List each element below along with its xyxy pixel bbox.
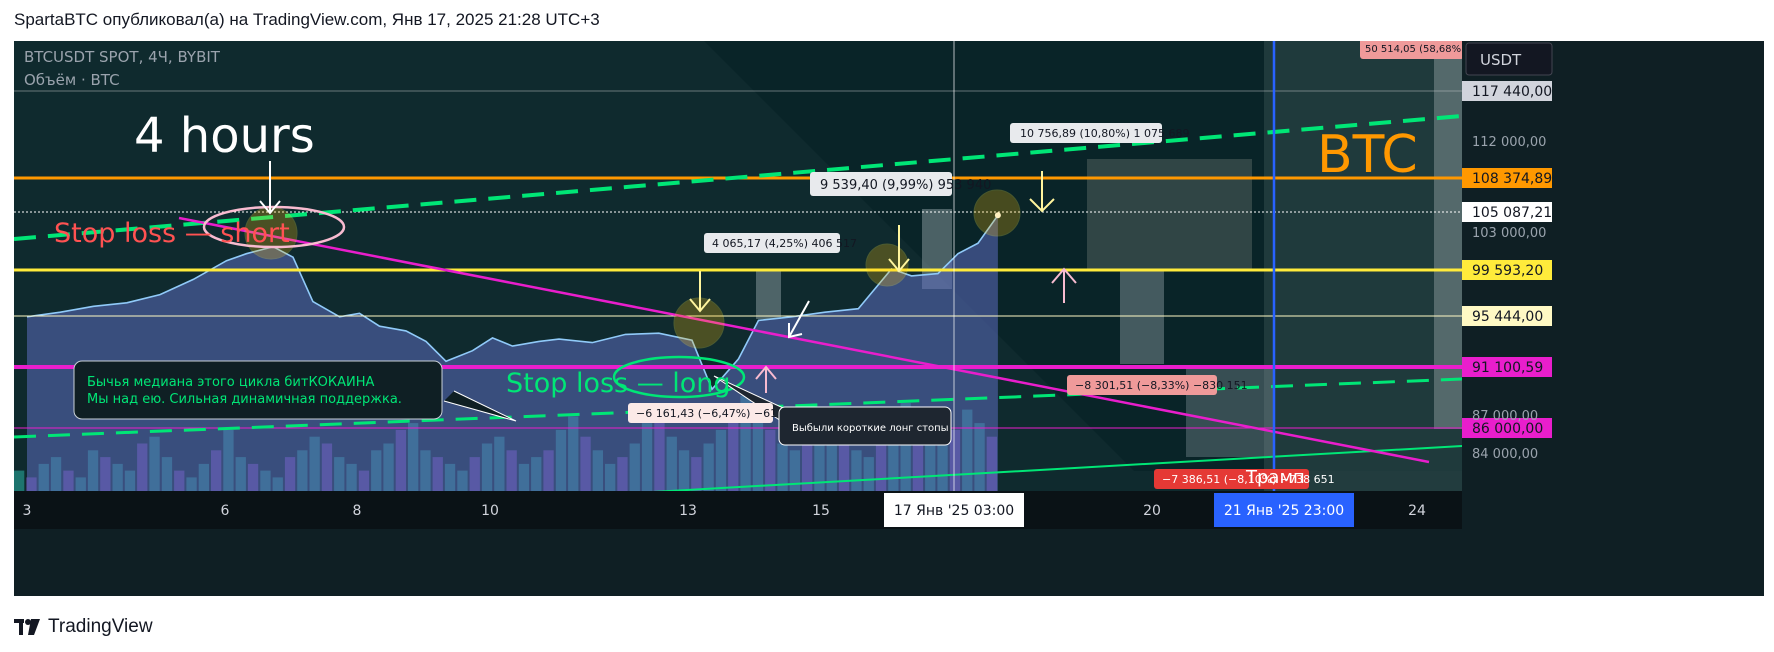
x-tick-highlight: [884, 493, 1024, 527]
price-chart[interactable]: 10 756,89 (10,80%) 1 075 689 9 539,40 (9…: [14, 41, 1764, 596]
measure-box-a: [1087, 159, 1252, 269]
svg-text:95 444,00: 95 444,00: [1472, 309, 1543, 325]
stop-loss-short-label: Stop loss — short: [54, 218, 290, 249]
price-label: 86 000,00: [1462, 418, 1552, 438]
btc-label: BTC: [1317, 125, 1418, 185]
svg-text:10 756,89 (10,80%) 1 075 689: 10 756,89 (10,80%) 1 075 689: [1020, 127, 1190, 140]
symbol-line[interactable]: BTCUSDT SPOT, 4Ч, BYBIT: [24, 48, 221, 66]
median-callout: Бычья медиана этого цикла битКОКАИНА Мы …: [73, 360, 443, 420]
x-axis-ticks: 3 6 8 10 13 15 17 Янв '25 03:00 20 21 Янв '25 23…: [23, 493, 1426, 527]
price-label: 99 593,20: [1462, 260, 1552, 280]
arrow-down-13-jan: [689, 271, 711, 313]
svg-text:USDT: USDT: [1480, 51, 1522, 69]
volume-line: Объём · BTC: [24, 71, 120, 89]
y-tick-label: 103 000,00: [1472, 226, 1546, 241]
x-tick-label: 24: [1408, 503, 1426, 519]
measure-label-5: −8 301,51 (−8,33%) −830 151: [1067, 375, 1248, 395]
svg-text:50 514,05 (58,68%): 50 514,05 (58,68%): [1365, 44, 1465, 55]
chart-frame[interactable]: 10 756,89 (10,80%) 1 075 689 9 539,40 (9…: [14, 41, 1764, 596]
price-label: 95 444,00: [1462, 306, 1552, 326]
brand-footer[interactable]: TradingView: [14, 615, 153, 639]
svg-text:117 440,00: 117 440,00: [1472, 84, 1552, 100]
y-tick-label: 87 000,00: [1472, 409, 1538, 424]
tramp-label: Трамп: [1245, 467, 1305, 488]
brand-name: TradingView: [48, 616, 153, 637]
svg-text:Бычья медиана этого цикла битК: Бычья медиана этого цикла битКОКАИНА: [87, 375, 375, 390]
price-label: 105 087,21: [1462, 202, 1552, 222]
svg-text:9 539,40 (9,99%) 953 940: 9 539,40 (9,99%) 953 940: [820, 178, 991, 193]
measure-label-1: 10 756,89 (10,80%) 1 075 689: [1010, 123, 1190, 143]
arrow-down-16-jan: [888, 225, 910, 273]
right-zone: [1264, 41, 1462, 491]
price-label: 91 100,59: [1462, 357, 1552, 377]
svg-text:−8 301,51 (−8,33%) −830 151: −8 301,51 (−8,33%) −830 151: [1075, 379, 1248, 392]
arrow-up-pink-1: [755, 365, 777, 393]
last-price-point: [994, 212, 1001, 219]
x-tick-label: 21 Янв '25 23:00: [1224, 503, 1344, 519]
svg-text:86 000,00: 86 000,00: [1472, 421, 1543, 437]
y-tick-label: 84 000,00: [1472, 447, 1538, 462]
green-support-line: [633, 445, 1463, 494]
callout-pointer-median: [443, 390, 517, 422]
x-tick-label: 20: [1143, 503, 1161, 519]
stop-loss-long-label: Stop loss — long: [506, 368, 731, 399]
exit-callout: Выбыли короткие лонг стопы: [778, 406, 952, 446]
magenta-downtrend: [178, 216, 1430, 464]
price-labels: 117 440,00 108 374,89 105 087,21 99 593,20 9…: [1462, 81, 1552, 438]
x-tick-label: 6: [221, 503, 230, 519]
green-median-upper: [14, 114, 1463, 241]
measure-box-f: [1434, 41, 1462, 429]
x-tick-label: 13: [679, 503, 697, 519]
measure-label-7: 50 514,05 (58,68%): [1360, 41, 1465, 59]
tradingview-logo-icon: [14, 619, 40, 635]
arrow-up-pink-2: [1051, 267, 1077, 303]
arrow-down-white: [788, 300, 810, 339]
svg-text:Выбыли короткие лонг стопы: Выбыли короткие лонг стопы: [792, 423, 949, 434]
measure-label-2: 9 539,40 (9,99%) 953 940: [810, 172, 991, 196]
svg-text:105 087,21: 105 087,21: [1472, 205, 1552, 221]
volume-bar: [14, 470, 25, 491]
publication-caption: SpartaBTC опубликовал(а) на TradingView.…: [14, 10, 600, 29]
svg-text:108 374,89: 108 374,89: [1472, 171, 1552, 187]
x-tick-highlight: [1214, 493, 1354, 527]
svg-text:Мы над ею. Сильная динамичная: Мы над ею. Сильная динамичная поддержка.: [87, 392, 402, 407]
y-tick-label: 112 000,00: [1472, 135, 1546, 150]
y-axis-ticks: 112 000,00 103 000,00 87 000,00 84 000,00: [1472, 135, 1546, 462]
price-label: 108 374,89: [1462, 168, 1552, 188]
arrow-down-6-jan: [259, 161, 281, 215]
svg-text:91 100,59: 91 100,59: [1472, 360, 1543, 376]
circle-17-jan: [973, 189, 1021, 237]
circle-16-jan: [865, 243, 909, 287]
svg-text:99 593,20: 99 593,20: [1472, 263, 1543, 279]
arrow-down-17-jan: [1029, 171, 1055, 213]
price-label: 117 440,00: [1462, 81, 1552, 101]
svg-text:−7 386,51 (−8,10%) −738 651: −7 386,51 (−8,10%) −738 651: [1162, 473, 1335, 486]
measure-label-3: 4 065,17 (4,25%) 406 517: [704, 233, 857, 253]
x-tick-label: 8: [353, 503, 362, 519]
measure-box-c: [756, 269, 781, 319]
price-line: [26, 214, 999, 391]
x-tick-label: 17 Янв '25 03:00: [894, 503, 1014, 519]
long-stop-ellipse: [612, 355, 746, 399]
x-tick-label: 15: [812, 503, 830, 519]
svg-text:4 065,17 (4,25%) 406 517: 4 065,17 (4,25%) 406 517: [712, 237, 857, 250]
four-hours-label: 4 hours: [134, 108, 315, 164]
x-tick-label: 10: [481, 503, 499, 519]
x-tick-label: 3: [23, 503, 32, 519]
currency-button[interactable]: USDT: [1465, 42, 1553, 76]
measure-label-6: −7 386,51 (−8,10%) −738 651: [1154, 469, 1335, 489]
